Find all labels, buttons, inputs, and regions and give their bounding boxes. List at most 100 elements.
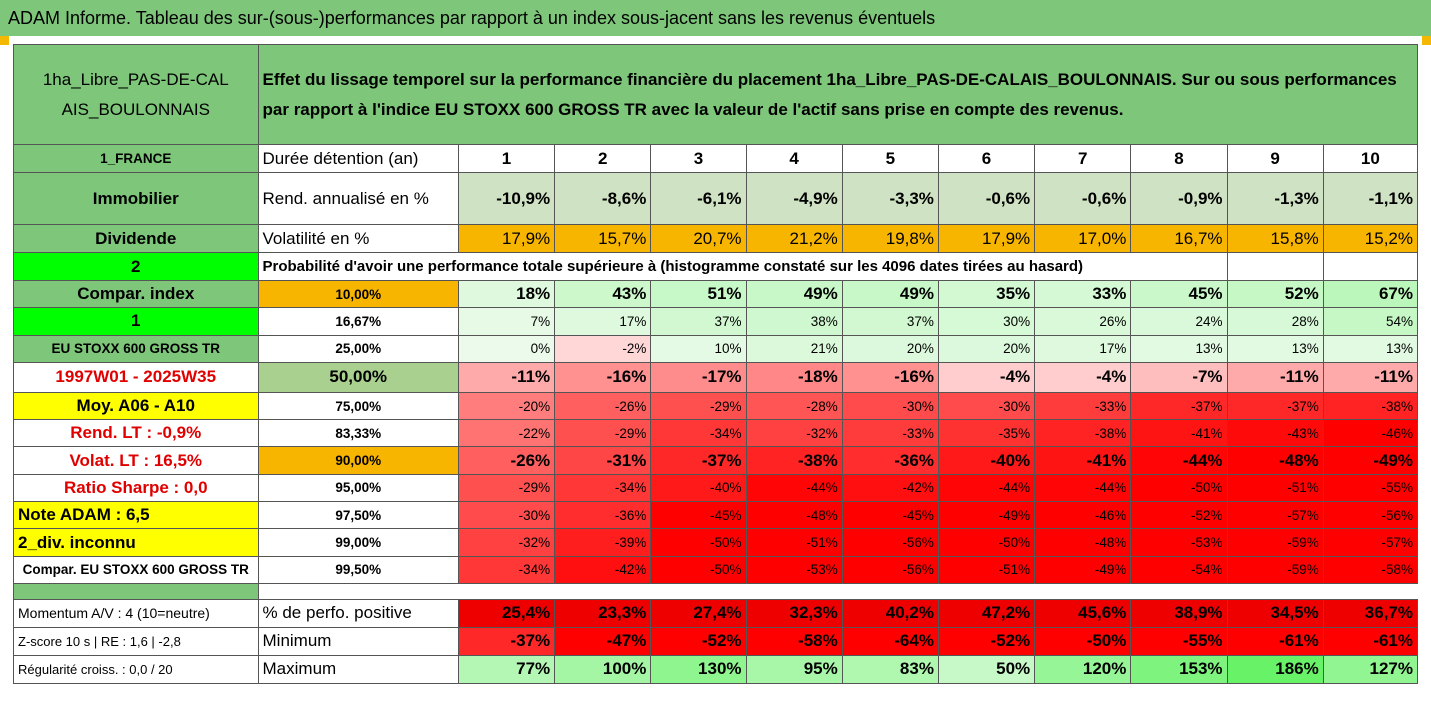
quantile-value: -32% <box>457 528 556 557</box>
quantile-value: -31% <box>554 446 652 475</box>
quantile-value: -26% <box>457 446 556 475</box>
quantile-value: 10% <box>650 334 747 363</box>
quantile-value: 38% <box>745 307 843 336</box>
annual-return-value: -3,3% <box>841 172 939 225</box>
stats-value: 45,6% <box>1034 598 1132 628</box>
stats-value: 32,3% <box>745 598 843 628</box>
quantile-value: -30% <box>937 391 1036 421</box>
quantile-value: -38% <box>1322 391 1419 421</box>
quantile-value: -35% <box>937 419 1036 448</box>
annual-return-value: -8,6% <box>554 172 652 225</box>
spacer-empty <box>258 583 1417 599</box>
annual-return-row: Immobilier Rend. annualisé en % -10,9% -8,6… <box>13 172 1419 225</box>
quantile-value: 67% <box>1322 279 1419 309</box>
quantile-left-label: 1997W01 - 2025W35 <box>13 361 259 393</box>
stats-value: -50% <box>1034 626 1132 656</box>
year-header: 4 <box>745 144 843 173</box>
quantile-left-label: 2_div. inconnu <box>13 528 259 557</box>
quantile-percent: 99,50% <box>257 555 459 584</box>
quantile-value: -50% <box>937 528 1036 557</box>
stats-label: Maximum <box>257 654 459 684</box>
stats-left-label: Régularité croiss. : 0,0 / 20 <box>13 654 259 684</box>
annual-return-value: -0,6% <box>1034 172 1132 225</box>
corner-marker-right <box>1422 36 1431 45</box>
quantile-percent: 16,67% <box>257 307 459 336</box>
stats-value: 47,2% <box>937 598 1036 628</box>
country-cell: 1_FRANCE <box>13 144 259 173</box>
year-header: 5 <box>841 144 939 173</box>
stats-value: -61% <box>1322 626 1419 656</box>
quantile-value: -44% <box>1034 473 1132 503</box>
quantile-value: -52% <box>1130 501 1228 530</box>
quantile-value: -45% <box>650 501 747 530</box>
stats-value: 120% <box>1034 654 1132 684</box>
quantile-value: -41% <box>1130 419 1228 448</box>
quantile-value: -44% <box>937 473 1036 503</box>
quantile-value: -16% <box>841 361 939 393</box>
quantile-percent: 97,50% <box>257 501 459 530</box>
quantile-percent: 83,33% <box>257 419 459 448</box>
empty-cell <box>1322 252 1419 281</box>
holding-duration-label: Durée détention (an) <box>257 144 459 173</box>
quantile-percent: 75,00% <box>257 391 459 421</box>
stats-value: 34,5% <box>1226 598 1324 628</box>
quantile-value: -7% <box>1130 361 1228 393</box>
quantile-value: -36% <box>841 446 939 475</box>
quantile-value: -51% <box>1226 473 1324 503</box>
quantile-row: Compar. EU STOXX 600 GROSS TR 99,50% -34% -… <box>13 555 1419 584</box>
quantile-value: -29% <box>650 391 747 421</box>
stats-value: -55% <box>1130 626 1228 656</box>
year-header: 3 <box>650 144 747 173</box>
header-row: 1ha_Libre_PAS-DE-CALAIS_BOULONNAIS Effet … <box>13 44 1419 145</box>
quantile-value: 20% <box>841 334 939 363</box>
quantile-left-label: EU STOXX 600 GROSS TR <box>13 334 259 363</box>
quantile-value: -56% <box>841 555 939 584</box>
quantile-value: 21% <box>745 334 843 363</box>
quantile-value: 43% <box>554 279 652 309</box>
quantile-value: -49% <box>1034 555 1132 584</box>
year-header: 10 <box>1322 144 1419 173</box>
annual-return-value: -4,9% <box>745 172 843 225</box>
quantile-value: -46% <box>1322 419 1419 448</box>
stats-value: 38,9% <box>1130 598 1228 628</box>
stats-value: 77% <box>457 654 556 684</box>
stats-value: 127% <box>1322 654 1419 684</box>
quantile-row: Volat. LT : 16,5% 90,00% -26% -31% -37% -38% -… <box>13 446 1419 475</box>
quantile-value: -44% <box>745 473 843 503</box>
volatility-row: Dividende Volatilité en % 17,9% 15,7% 20,7% 2… <box>13 224 1419 253</box>
corner-marker-left <box>0 36 9 45</box>
quantile-value: -2% <box>554 334 652 363</box>
quantile-value: -38% <box>745 446 843 475</box>
quantile-value: 17% <box>554 307 652 336</box>
quantile-value: -49% <box>937 501 1036 530</box>
quantile-value: -33% <box>1034 391 1132 421</box>
quantile-row: 1 16,67% 7% 17% 37% 38% 37% 30% 26% 24% 28% 54% <box>13 307 1419 336</box>
quantile-value: -51% <box>937 555 1036 584</box>
stats-row: Z-score 10 s | RE : 1,6 | -2,8 Minimum -37… <box>13 626 1419 656</box>
quantile-value: -55% <box>1322 473 1419 503</box>
stats-value: -58% <box>745 626 843 656</box>
quantile-left-label: Compar. EU STOXX 600 GROSS TR <box>13 555 259 584</box>
annual-return-value: -6,1% <box>650 172 747 225</box>
quantile-value: 7% <box>457 307 556 336</box>
quantile-value: -37% <box>1226 391 1324 421</box>
stats-row: Régularité croiss. : 0,0 / 20 Maximum 77% 1… <box>13 654 1419 684</box>
quantile-value: 26% <box>1034 307 1132 336</box>
quantile-row: 1997W01 - 2025W35 50,00% -11% -16% -17% -18% -… <box>13 361 1419 393</box>
quantile-value: 20% <box>937 334 1036 363</box>
quantile-left-label: 1 <box>13 307 259 336</box>
quantile-value: 35% <box>937 279 1036 309</box>
quantile-value: 28% <box>1226 307 1324 336</box>
annual-return-value: -1,1% <box>1322 172 1419 225</box>
quantile-value: 52% <box>1226 279 1324 309</box>
probability-caption: Probabilité d'avoir une performance tota… <box>257 252 1228 281</box>
quantile-value: -50% <box>650 555 747 584</box>
quantile-value: -46% <box>1034 501 1132 530</box>
stats-value: 50% <box>937 654 1036 684</box>
quantile-value: -51% <box>745 528 843 557</box>
quantile-value: -18% <box>745 361 843 393</box>
spacer-row <box>13 582 1418 600</box>
volatility-value: 17,9% <box>457 224 556 253</box>
quantile-value: -48% <box>1034 528 1132 557</box>
quantile-value: -4% <box>937 361 1036 393</box>
